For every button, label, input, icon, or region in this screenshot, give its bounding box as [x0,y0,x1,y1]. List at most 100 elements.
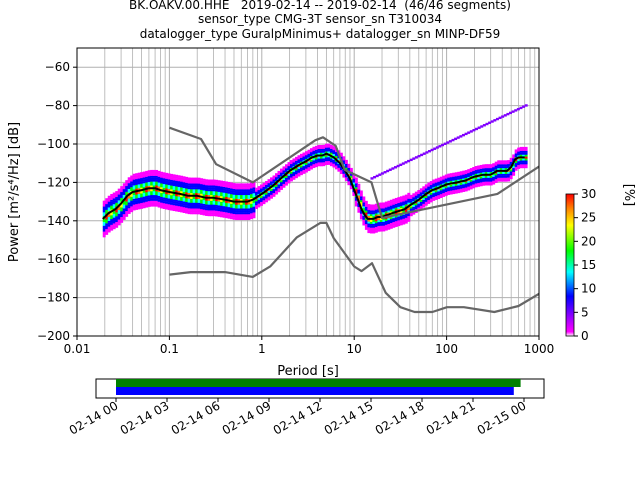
psd-cell [329,150,333,153]
psd-cell [519,148,523,151]
psd-cell [442,181,446,184]
psd-cell [362,219,366,222]
psd-cell [132,189,136,192]
psd-cell [250,216,253,220]
psd-cell [215,202,219,205]
psd-cell [374,222,378,226]
psd-cell [419,188,423,191]
psd-outlier-cell [514,109,518,112]
psd-cell [212,179,216,182]
psd-cell [379,202,383,205]
psd-cell [222,211,226,214]
psd-cell [140,200,144,204]
psd-cell [437,193,441,196]
psd-cell [507,171,511,174]
psd-cell [107,203,111,206]
psd-cell [294,168,298,171]
psd-cell [215,206,219,209]
psd-cell [132,202,136,205]
psd-cell [105,200,109,203]
colorbar-tick-label: 20 [581,234,596,248]
time-tick-label: 02-14 09 [220,398,274,437]
psd-cell [399,200,403,203]
psd-cell [162,185,166,188]
psd-cell [404,217,408,220]
psd-cell [492,168,496,172]
psd-cell [429,198,433,201]
psd-cell [424,199,428,202]
psd-cell [392,217,396,221]
psd-cell [142,196,146,199]
psd-cell [367,207,371,211]
psd-cell [132,181,136,184]
psd-cell [489,171,493,174]
psd-outlier-cell [451,138,455,142]
psd-cell [299,169,303,172]
psd-cell [125,210,129,213]
psd-cell [205,213,209,216]
psd-cell [280,180,283,183]
psd-cell [312,165,316,169]
psd-cell [442,194,446,197]
psd-cell [337,167,341,170]
psd-cell [185,192,189,195]
psd-cell [265,182,268,186]
psd-cell [232,190,236,193]
psd-cell [260,201,263,204]
psd-cell [245,214,248,217]
psd-cell [220,203,223,206]
psd-cell [439,178,443,181]
psd-cell [359,200,363,203]
psd-cell [160,175,164,178]
psd-cell [110,207,114,210]
psd-cell [145,172,149,175]
psd-cell [235,194,238,197]
psd-cell [237,214,241,217]
psd-cell [394,201,398,204]
psd-cell [354,202,358,205]
psd-cell [309,167,313,170]
psd-outlier-cell [464,132,468,136]
psd-cell [147,197,151,200]
psd-cell [245,196,248,199]
psd-cell [509,159,513,162]
psd-cell [102,206,106,209]
psd-outlier-cell [417,154,421,158]
psd-cell [235,210,238,213]
psd-cell [107,216,111,219]
psd-cell [247,196,251,199]
psd-cell [160,187,164,190]
psd-cell [369,231,373,234]
psd-cell [230,205,233,208]
psd-cell [217,209,221,212]
psd-cell [122,217,126,220]
psd-cell [230,192,233,195]
psd-cell [185,182,189,185]
psd-cell [497,160,501,163]
psd-cell [432,183,436,186]
psd-cell [237,216,241,219]
psd-cell [477,169,481,172]
psd-cell [215,210,219,213]
psd-cell [262,182,266,185]
psd-cell [130,208,134,211]
psd-cell [517,159,521,162]
psd-cell [359,196,363,199]
psd-cell [487,169,491,173]
psd-cell [182,180,186,183]
psd-cell [182,205,186,208]
y-tick-label: −140 [37,214,70,228]
psd-cell [117,215,121,218]
psd-cell [180,202,184,205]
psd-cell [102,235,106,238]
psd-cell [379,204,383,207]
psd-cell [354,188,358,192]
psd-cell [374,219,378,222]
psd-cell [235,212,238,215]
psd-outlier-cell [485,122,489,126]
psd-cell [524,150,528,153]
psd-cell [474,166,478,169]
psd-cell [157,195,161,198]
psd-cell [267,184,271,188]
